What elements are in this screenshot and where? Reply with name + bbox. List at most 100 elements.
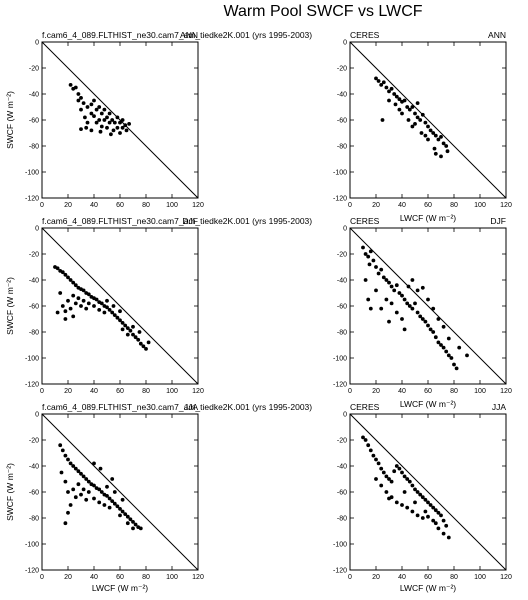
y-tick-label: -40 (337, 464, 347, 471)
data-point (102, 503, 107, 507)
data-point (127, 122, 131, 126)
x-tick-label: 60 (424, 202, 432, 209)
data-point (389, 301, 394, 306)
y-tick-label: -80 (337, 144, 347, 151)
data-point (410, 278, 415, 282)
y-tick-label: -20 (29, 438, 39, 445)
y-tick-label: -40 (29, 92, 39, 99)
data-point (439, 154, 443, 159)
x-tick-label: 0 (40, 202, 44, 209)
data-point (380, 118, 385, 122)
y-tick-label: -40 (337, 278, 347, 285)
data-point (405, 505, 410, 510)
data-point (426, 124, 430, 129)
data-point (89, 111, 94, 116)
data-point (371, 453, 376, 458)
x-tick-label: 120 (500, 202, 512, 209)
data-point (136, 337, 141, 342)
data-point (384, 278, 389, 282)
data-point (63, 521, 68, 526)
data-point (431, 306, 436, 311)
data-point (63, 272, 68, 277)
data-point (418, 118, 423, 122)
y-tick-label: -20 (29, 252, 39, 259)
data-point (79, 127, 83, 131)
y-tick-label: -100 (333, 542, 347, 549)
x-axis-label: LWCF (W m⁻²) (400, 399, 456, 409)
data-point (400, 470, 404, 475)
data-point (406, 118, 411, 122)
data-point (439, 135, 443, 139)
y-tick-label: -120 (333, 568, 347, 575)
panel-left-title: f.cam6_4_089.FLTHIST_ne30.cam7_am_tiedke… (42, 216, 312, 226)
data-point (363, 438, 368, 442)
data-point (426, 137, 430, 142)
data-point (98, 129, 103, 134)
x-tick-label: 20 (64, 202, 72, 209)
panel-left-title: CERES (350, 30, 380, 40)
data-point (392, 288, 397, 293)
data-point (389, 86, 394, 91)
data-point (138, 341, 143, 346)
y-tick-label: -60 (337, 304, 347, 311)
data-point (131, 520, 135, 524)
data-point (97, 118, 102, 122)
y-tick-label: -80 (337, 330, 347, 337)
y-tick-label: -20 (337, 438, 347, 445)
data-point (105, 115, 109, 120)
x-tick-label: 0 (348, 388, 352, 395)
data-point (379, 483, 384, 488)
data-point (428, 128, 433, 133)
data-point (71, 464, 76, 468)
data-point (120, 118, 125, 122)
data-point (374, 288, 378, 293)
data-point (361, 245, 365, 250)
x-tick-label: 0 (40, 574, 44, 581)
data-point (76, 98, 81, 103)
data-point (81, 101, 86, 105)
data-point (407, 107, 412, 112)
data-point (86, 490, 91, 494)
data-point (413, 301, 417, 306)
data-point (368, 448, 373, 453)
data-point (363, 252, 368, 256)
data-point (85, 120, 90, 125)
y-tick-label: -100 (25, 542, 39, 549)
data-point (71, 293, 76, 298)
data-point (394, 500, 399, 505)
data-point (423, 509, 428, 514)
data-point (433, 133, 438, 138)
data-point (431, 330, 436, 334)
data-point (79, 107, 83, 112)
data-point (83, 115, 87, 120)
data-point (394, 283, 399, 288)
y-tick-label: 0 (343, 412, 347, 419)
data-point (86, 292, 91, 297)
data-point (387, 89, 391, 94)
data-point (97, 308, 102, 312)
data-point (431, 518, 436, 523)
data-point (66, 510, 70, 515)
data-point (379, 306, 384, 311)
data-point (63, 453, 68, 458)
data-point (446, 535, 451, 540)
data-point (84, 125, 89, 130)
x-tick-label: 100 (474, 574, 486, 581)
data-point (118, 131, 122, 135)
data-point (379, 83, 384, 87)
scatter-panel-5: 0 20 40 60 80 100 120 0 -20 -40 -60 -80 -100 -120 f.ca… (5, 402, 312, 593)
data-point (86, 479, 91, 484)
data-point (58, 291, 63, 295)
data-point (146, 340, 151, 345)
data-point (363, 278, 368, 282)
data-point (454, 366, 459, 371)
data-point (68, 83, 73, 87)
x-axis-label: LWCF (W m⁻²) (400, 583, 456, 593)
data-point (418, 492, 423, 497)
data-point (81, 298, 86, 303)
data-point (109, 132, 113, 137)
data-point (446, 353, 451, 358)
data-point (441, 324, 446, 329)
data-point (444, 349, 449, 354)
data-point (449, 356, 454, 360)
